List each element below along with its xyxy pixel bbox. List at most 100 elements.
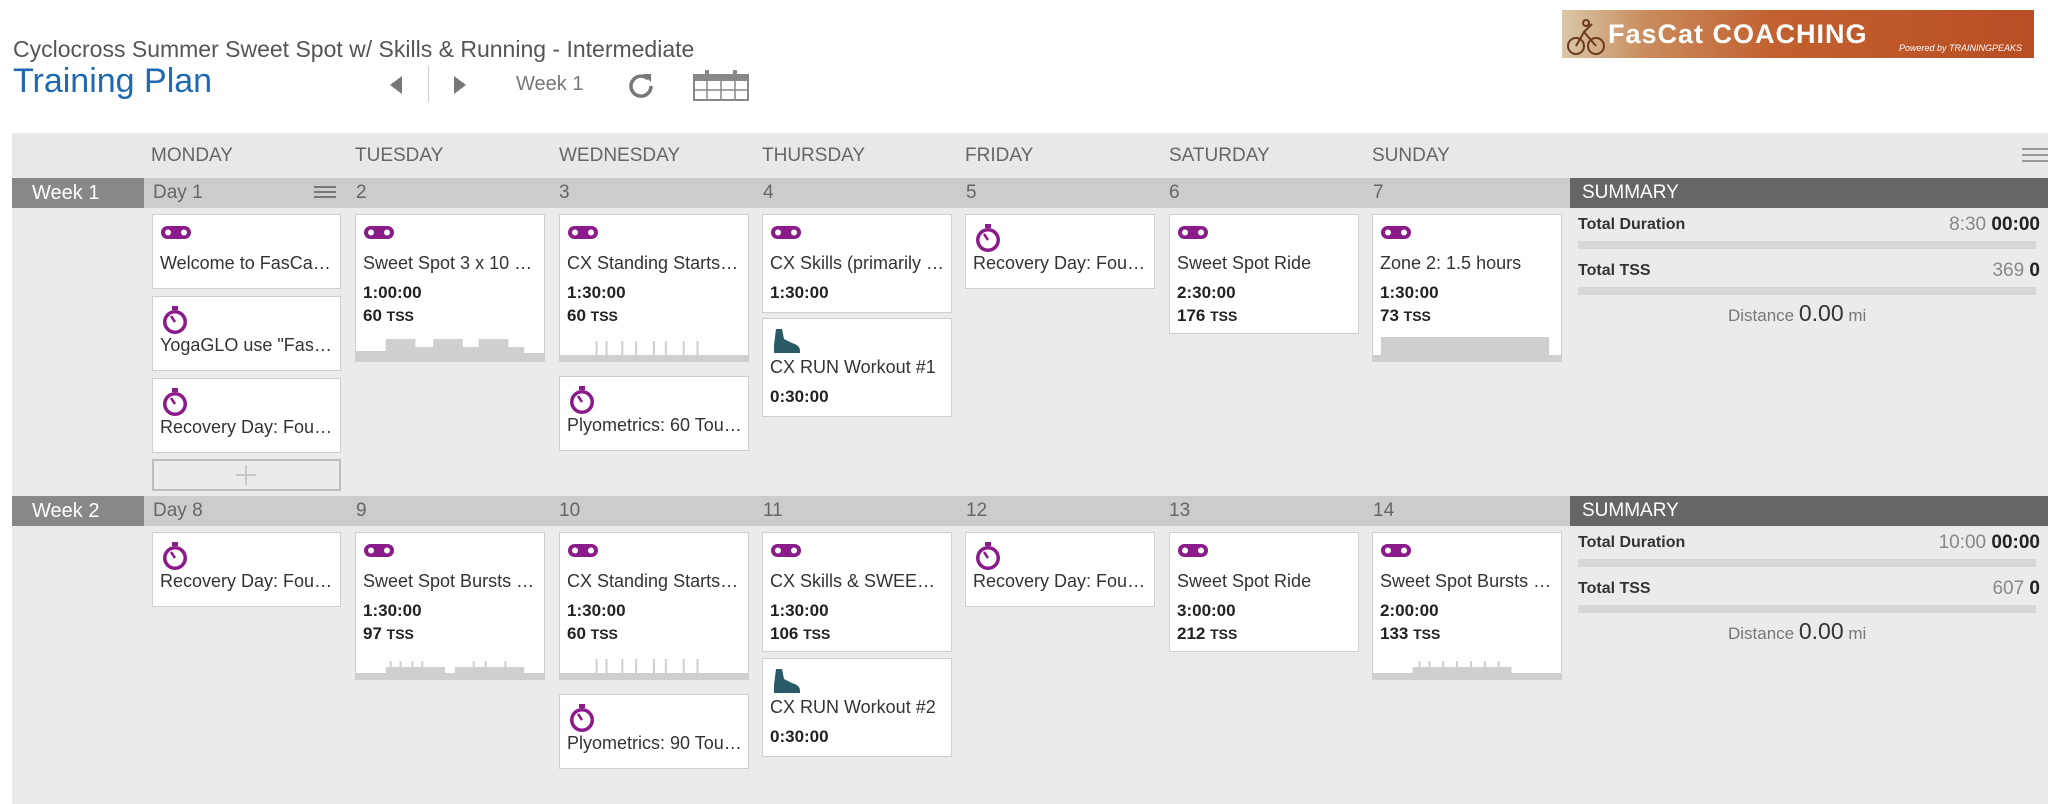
- workout-card[interactable]: Recovery Day: Four Options: [965, 532, 1155, 607]
- week-label: Week 2: [12, 496, 144, 526]
- duration-progress-bar: [1578, 241, 2036, 249]
- day-number: Day 8: [153, 500, 203, 521]
- day-header-thursday: THURSDAY: [762, 145, 866, 166]
- workout-title: Recovery Day: Four Options: [160, 417, 335, 437]
- workout-card[interactable]: CX Standing Starts Session 1:30:00 60 TS…: [559, 532, 749, 680]
- duration-progress-bar: [1578, 559, 2036, 567]
- shoe-icon: [774, 669, 800, 693]
- fascat-logo: FasCat COACHING Powered by TRAININGPEAKS: [1562, 10, 2034, 58]
- stopwatch-icon: [163, 306, 187, 334]
- distance-readout: Distance 0.00 mi: [1728, 300, 1867, 326]
- workout-card[interactable]: CX RUN Workout #2 0:30:00: [762, 658, 952, 757]
- day-number: 11: [763, 500, 783, 521]
- workout-card[interactable]: Recovery Day: Four Options: [152, 378, 341, 453]
- page-title: Training Plan: [13, 62, 213, 100]
- workout-title: Zone 2: 1.5 hours: [1380, 253, 1522, 273]
- day-number: Day 1: [153, 182, 203, 203]
- day-header-monday: MONDAY: [151, 145, 233, 166]
- workout-duration: 2:30:00: [1177, 283, 1236, 302]
- workout-tss: 133 TSS: [1380, 624, 1441, 643]
- tss-progress-bar: [1578, 287, 2036, 295]
- day-header-saturday: SATURDAY: [1169, 145, 1270, 166]
- workout-duration: 0:30:00: [770, 387, 829, 406]
- next-week-button[interactable]: [447, 70, 471, 100]
- bike-icon: [161, 226, 191, 239]
- workout-title: YogaGLO use "FasCat": [160, 335, 335, 355]
- calendar-menu-button[interactable]: [2020, 145, 2048, 165]
- workout-card[interactable]: Sweet Spot Bursts Session 1:30:00 97 TSS: [355, 532, 545, 680]
- workout-profile-graph: [356, 339, 544, 361]
- hamburger-icon: [2022, 148, 2048, 162]
- day-number: 10: [559, 500, 581, 521]
- stopwatch-icon: [976, 542, 1000, 570]
- workout-duration: 1:30:00: [770, 601, 829, 620]
- tss-progress-bar: [1578, 605, 2036, 613]
- stopwatch-icon: [976, 224, 1000, 252]
- workout-card[interactable]: CX Standing Starts Session 1:30:00 60 TS…: [559, 214, 749, 362]
- total-tss-value: 607 0: [1992, 578, 2040, 599]
- triangle-left-icon: [390, 76, 402, 94]
- add-workout-button[interactable]: [152, 459, 341, 491]
- workout-card[interactable]: YogaGLO use "FasCat": [152, 296, 341, 371]
- workout-title: Sweet Spot 3 x 10 min: [363, 253, 538, 273]
- plan-subtitle: Cyclocross Summer Sweet Spot w/ Skills &…: [13, 36, 695, 62]
- workout-card[interactable]: Sweet Spot Ride 2:30:00 176 TSS: [1169, 214, 1359, 334]
- workout-card[interactable]: Plyometrics: 60 Touches: [559, 376, 749, 451]
- nav-divider: [428, 66, 429, 102]
- day-number: 7: [1373, 182, 1384, 203]
- workout-title: Plyometrics: 60 Touches: [567, 415, 742, 435]
- workout-card[interactable]: Welcome to FasCat Coaching: [152, 214, 341, 289]
- workout-duration: 1:30:00: [1380, 283, 1439, 302]
- week-bar: Week 2 Day 8 9 10 11 12 13 14 SUMMARY: [12, 496, 2048, 526]
- current-week-label: Week 1: [516, 73, 584, 95]
- workout-card[interactable]: Recovery Day: Four Options: [152, 532, 341, 607]
- workout-card[interactable]: Zone 2: 1.5 hours 1:30:00 73 TSS: [1372, 214, 1562, 362]
- day-header-sunday: SUNDAY: [1372, 145, 1450, 166]
- bike-icon: [568, 226, 598, 239]
- workout-card[interactable]: Sweet Spot 3 x 10 min 1:00:00 60 TSS: [355, 214, 545, 362]
- week-summary: Total Duration 8:30 00:00 Total TSS 369 …: [1578, 214, 2040, 326]
- previous-week-button[interactable]: [385, 70, 409, 100]
- bike-icon: [1381, 226, 1411, 239]
- workout-duration: 1:30:00: [770, 283, 829, 302]
- day-number: 6: [1169, 182, 1180, 203]
- workout-duration: 1:00:00: [363, 283, 422, 302]
- calendar-icon: [693, 70, 749, 101]
- workout-card[interactable]: CX Skills & SWEET SPOT 1:30:00 106 TSS: [762, 532, 952, 652]
- workout-card[interactable]: CX Skills (primarily cornering) 1:30:00: [762, 214, 952, 313]
- stopwatch-icon: [570, 704, 594, 732]
- workout-title: Sweet Spot Ride: [1177, 253, 1312, 273]
- bike-icon: [771, 544, 801, 557]
- summary-header: SUMMARY: [1570, 496, 2048, 526]
- day-number: 4: [763, 182, 774, 203]
- workout-title: CX Standing Starts Session: [567, 571, 742, 591]
- workout-title: Recovery Day: Four Options: [160, 571, 335, 591]
- workout-title: Recovery Day: Four Options: [973, 253, 1148, 273]
- workout-title: Plyometrics: 90 Touches: [567, 733, 742, 753]
- summary-header: SUMMARY: [1570, 178, 2048, 208]
- workout-card[interactable]: Sweet Spot Bursts Session 2:00:00 133 TS…: [1372, 532, 1562, 680]
- workout-duration: 1:30:00: [363, 601, 422, 620]
- workout-duration: 2:00:00: [1380, 601, 1439, 620]
- total-tss-value: 369 0: [1992, 260, 2040, 281]
- workout-card[interactable]: Plyometrics: 90 Touches: [559, 694, 749, 769]
- workout-duration: 1:30:00: [567, 283, 626, 302]
- workout-profile-graph: [560, 341, 748, 361]
- workout-tss: 97 TSS: [363, 624, 414, 643]
- workout-card[interactable]: CX RUN Workout #1 0:30:00: [762, 318, 952, 417]
- workout-card[interactable]: Recovery Day: Four Options: [965, 214, 1155, 289]
- workout-profile-graph: [1373, 661, 1561, 679]
- day-menu-button[interactable]: [314, 185, 336, 201]
- logo-text: FasCat COACHING: [1608, 19, 1868, 49]
- plus-icon: [236, 465, 256, 485]
- refresh-button[interactable]: [626, 70, 656, 100]
- calendar-view-button[interactable]: [693, 69, 749, 101]
- workout-profile-graph: [356, 661, 544, 679]
- day-number: 13: [1169, 500, 1191, 521]
- day-header-tuesday: TUESDAY: [355, 145, 444, 166]
- distance-readout: Distance 0.00 mi: [1728, 618, 1867, 644]
- day-number: 14: [1373, 500, 1395, 521]
- day-number: 9: [356, 500, 367, 521]
- workout-card[interactable]: Sweet Spot Ride 3:00:00 212 TSS: [1169, 532, 1359, 652]
- workout-title: CX RUN Workout #1: [770, 357, 936, 377]
